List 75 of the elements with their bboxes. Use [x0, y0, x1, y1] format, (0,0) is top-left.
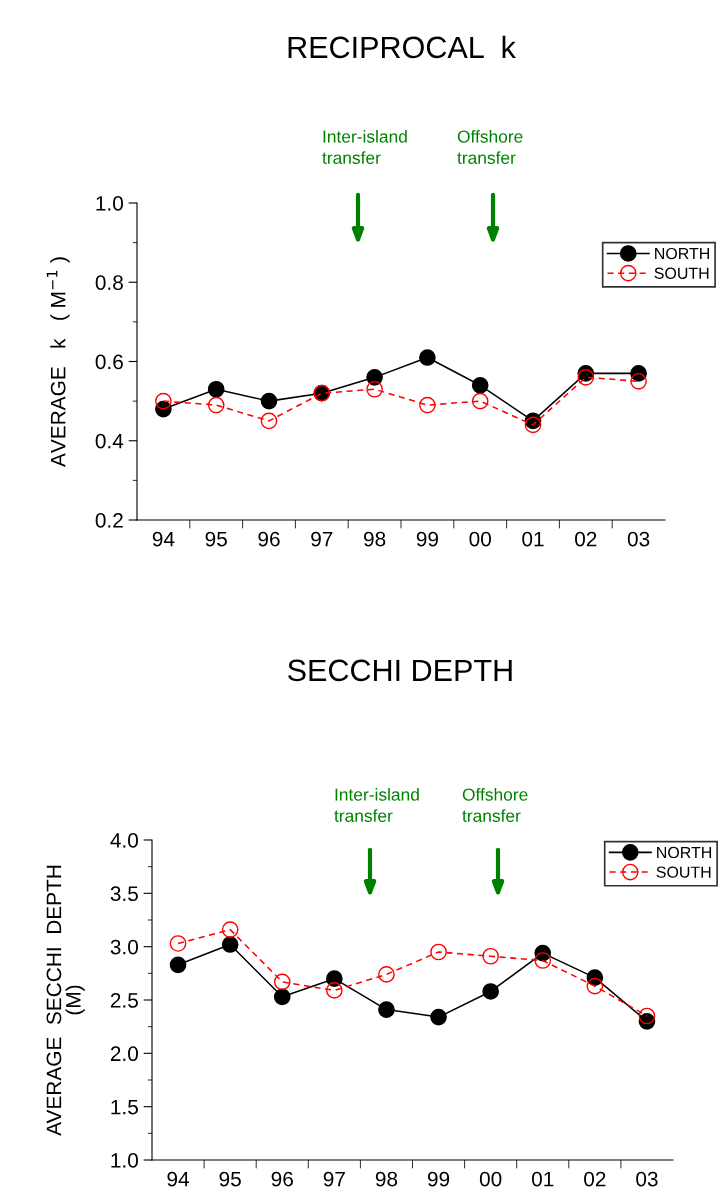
x-tick-label: 96: [258, 531, 280, 547]
x-tick-label: 00: [479, 1171, 502, 1187]
x-tick-label: 00: [469, 531, 491, 547]
x-tick-label: 02: [584, 1171, 606, 1187]
point: [155, 392, 172, 410]
point: [378, 1001, 395, 1018]
legend-label: SOUTH: [656, 866, 711, 878]
text: Offshore transfer: [462, 788, 528, 822]
x-tick-label: 95: [219, 1171, 241, 1187]
x-tick-label: 95: [205, 531, 227, 547]
y-axis-title: AVERAGE SECCHI DEPTH (M): [46, 865, 85, 1136]
point: [430, 1008, 447, 1026]
point: [419, 349, 436, 366]
point: [638, 1007, 656, 1025]
point: [586, 977, 604, 995]
point: [169, 935, 187, 952]
x-tick-label: 96: [271, 1171, 293, 1187]
point: [326, 970, 343, 988]
point: [524, 416, 542, 434]
x-tick-label: 01: [522, 531, 544, 547]
y-tick-label: 2.0: [110, 1046, 138, 1062]
legend-label: NORTH: [655, 247, 709, 260]
x-tick-label: 98: [363, 531, 386, 547]
point: [221, 936, 239, 953]
y-tick-label: 1.5: [111, 1099, 138, 1115]
y-tick-label: 3.5: [110, 886, 138, 902]
y-tick-label: 1.0: [96, 196, 123, 211]
point: [534, 952, 552, 969]
x-tick-label: 94: [167, 1171, 190, 1187]
x-tick-label: 02: [575, 531, 597, 547]
text: Offshore transfer: [457, 130, 523, 164]
point: [366, 380, 383, 398]
x-tick-label: 99: [416, 531, 438, 547]
x-tick-label: 97: [323, 1171, 345, 1187]
point: [630, 372, 647, 390]
point: [482, 947, 499, 965]
x-tick-label: 03: [636, 1171, 658, 1187]
point: [419, 396, 436, 414]
point: [430, 943, 447, 961]
point: [471, 376, 489, 394]
y-tick-label: 2.5: [110, 993, 138, 1008]
x-tick-label: 97: [311, 531, 333, 547]
point: [207, 396, 225, 414]
legend-label: NORTH: [657, 846, 712, 859]
point: [378, 966, 395, 983]
point: [260, 392, 278, 410]
point: [366, 369, 383, 386]
y-tick-label: 4.0: [110, 833, 138, 848]
point: [260, 412, 278, 430]
y-tick-label: 0.4: [95, 433, 124, 449]
y-tick-label: 3.0: [110, 939, 138, 955]
x-tick-label: 01: [531, 1171, 554, 1187]
point: [326, 982, 343, 999]
x-tick-label: 94: [152, 531, 175, 547]
point: [221, 921, 239, 938]
point: [273, 973, 291, 991]
x-tick-label: 99: [427, 1171, 450, 1187]
point: [273, 988, 291, 1006]
point: [482, 983, 499, 1000]
legend-label: SOUTH: [654, 267, 709, 279]
y-tick-label: 0.6: [95, 354, 123, 370]
chart-title: SECCHI DEPTH: [288, 659, 512, 682]
point: [471, 392, 489, 410]
y-tick-label: 1.0: [111, 1153, 138, 1168]
text: Inter-island transfer: [322, 130, 407, 164]
y-axis-title: AVERAGE k ( M$^{−1}$ ): [46, 257, 70, 467]
text: Inter-island transfer: [334, 788, 419, 822]
y-tick-label: 0.2: [95, 513, 123, 528]
y-tick-label: 0.8: [95, 275, 123, 290]
x-tick-label: 03: [627, 531, 650, 547]
x-tick-label: 98: [375, 1171, 398, 1187]
point: [207, 380, 225, 398]
point: [169, 956, 187, 974]
chart-title: RECIPROCAL k: [288, 35, 516, 59]
point: [577, 369, 595, 386]
